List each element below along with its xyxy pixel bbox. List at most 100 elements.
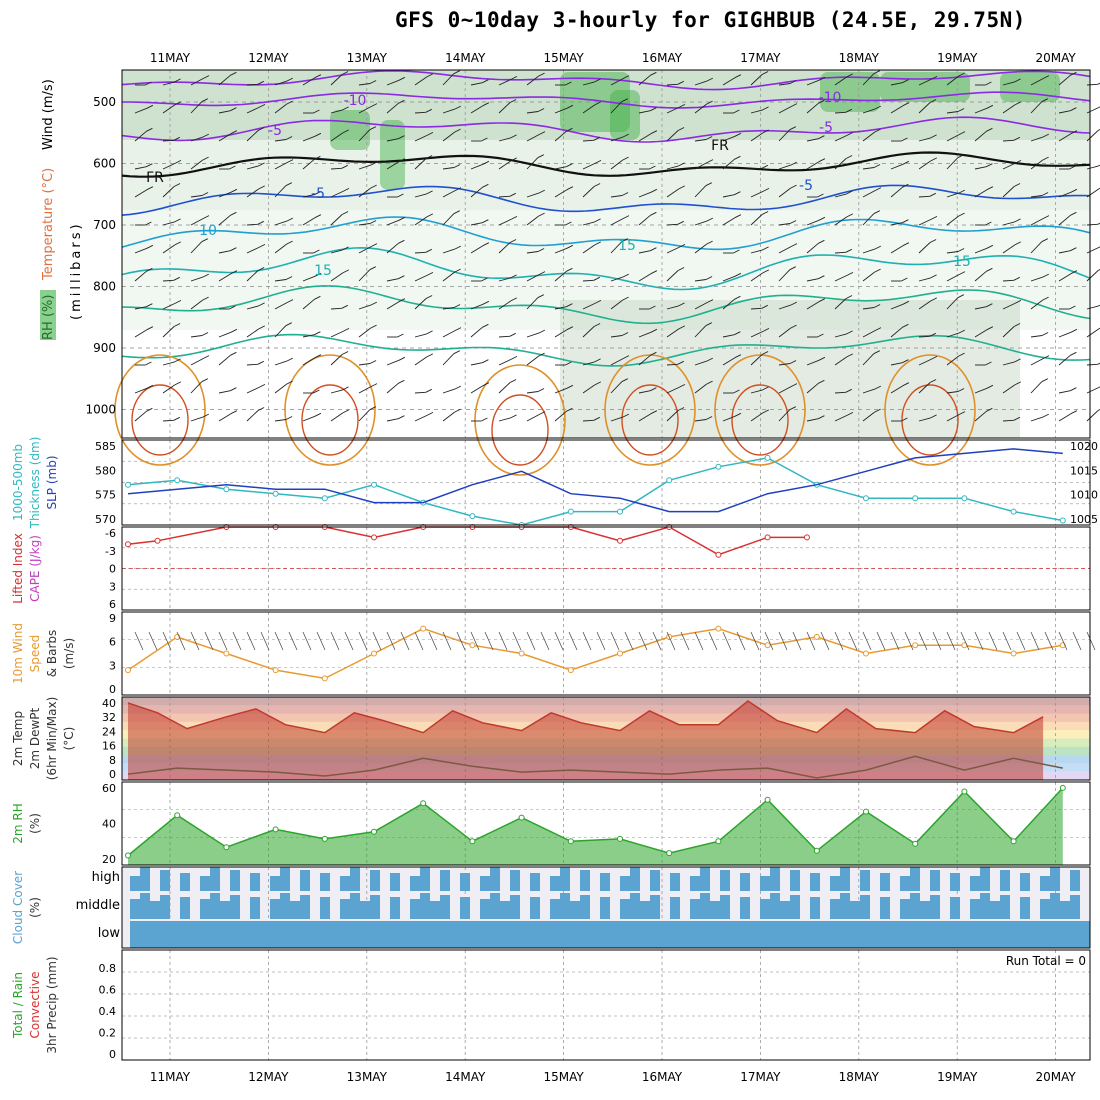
cloud-high-bar xyxy=(980,867,990,891)
wind-barb-flag xyxy=(201,378,209,383)
cloud-high-bar xyxy=(830,876,840,891)
wind-barb-flag xyxy=(734,214,742,219)
wind-barb xyxy=(274,139,287,142)
wind-barb-flag xyxy=(398,158,406,163)
wind-barb-flag xyxy=(537,248,545,252)
wind-barb xyxy=(218,133,232,142)
wind-barb-flag xyxy=(453,304,461,308)
wind-barb-flag xyxy=(482,219,489,224)
wind-barb-flag xyxy=(761,351,769,355)
panel-frame xyxy=(121,866,1091,949)
lifted-index-point xyxy=(715,551,722,558)
wind-barb xyxy=(1002,384,1016,394)
wind-barb-flag xyxy=(425,248,433,253)
wind-barb-flag xyxy=(846,353,854,358)
wind-barb-flag xyxy=(1042,296,1049,301)
wind-barb xyxy=(1058,413,1072,422)
wind-barb-flag xyxy=(453,164,461,168)
wind-barb-flag xyxy=(370,184,377,189)
wind-barb-flag xyxy=(929,99,937,103)
cloud-low-bar xyxy=(1030,921,1040,948)
wind-barb-flag xyxy=(958,72,965,77)
wind-barb xyxy=(582,244,596,254)
lifted-index-point xyxy=(764,534,771,541)
wind-barb xyxy=(694,220,707,226)
wind-barb xyxy=(330,214,343,226)
cloud-low-bar xyxy=(680,921,690,948)
wind-barb xyxy=(694,243,707,254)
cloud-mid-bar xyxy=(1020,897,1030,919)
wind-barb-flag xyxy=(733,109,740,114)
wind-barb-flag xyxy=(285,136,293,140)
panel-frame xyxy=(121,611,1091,696)
wind-barb-flag xyxy=(538,411,546,416)
wind-barb-flag xyxy=(593,136,601,141)
wind-barb-flag xyxy=(426,353,434,358)
wind-barb-flag xyxy=(902,323,909,328)
wind-barb-flag xyxy=(538,271,546,276)
surface-wind-barb xyxy=(176,631,186,651)
wind-barb-flag xyxy=(818,298,826,303)
cloud-level-label: low xyxy=(98,926,121,941)
wind-barb xyxy=(722,194,735,198)
surface-wind-barb xyxy=(1086,631,1096,651)
wind-barb-flag xyxy=(453,70,461,75)
wind-barb xyxy=(554,107,568,114)
cloud-low-bar xyxy=(670,921,680,948)
wind-barb-flag xyxy=(789,360,797,364)
wind-barb xyxy=(554,306,567,310)
wind-barb-flag xyxy=(314,214,322,219)
wind-barb xyxy=(190,159,203,170)
surface-wind-barb xyxy=(162,631,172,651)
panel-label: (°C) xyxy=(62,727,76,751)
wind-barb xyxy=(750,167,762,170)
wind-barb-flag xyxy=(566,104,574,109)
cloud-mid-bar xyxy=(550,899,560,919)
wind-barb xyxy=(498,277,511,282)
wind-barb-flag xyxy=(258,185,266,190)
wind-barb-flag xyxy=(425,155,433,159)
wind-barb-flag xyxy=(1070,387,1077,392)
wind-barb xyxy=(274,185,287,198)
cloud-low-bar xyxy=(330,921,340,948)
cloud-mid-bar xyxy=(780,901,790,919)
surface-wind-barb xyxy=(568,631,578,651)
wind-barb xyxy=(442,411,455,422)
wind-barb xyxy=(302,298,315,310)
panel-label: (6hr Min/Max) xyxy=(45,697,59,781)
wind-barb-flag xyxy=(258,325,266,330)
cloud-low-bar xyxy=(1020,921,1030,948)
wind-barb xyxy=(190,299,203,310)
wind-barb-flag xyxy=(510,75,518,80)
wind-barb-flag xyxy=(314,412,322,417)
panel-label: Speed xyxy=(28,635,42,673)
wind-barb-flag xyxy=(454,385,462,390)
wind-barb xyxy=(890,186,903,198)
wind-barb xyxy=(162,104,176,114)
wind-barb-flag xyxy=(257,360,265,365)
wind-barb-flag xyxy=(986,326,994,331)
cloud-mid-bar xyxy=(200,899,210,919)
wind-barb xyxy=(862,108,875,114)
wind-barb xyxy=(302,217,316,226)
cloud-high-bar xyxy=(670,873,680,891)
wind-barb xyxy=(246,223,258,226)
wind-barb xyxy=(274,162,288,170)
wind-barb xyxy=(1086,130,1099,142)
cloud-mid-bar xyxy=(650,895,660,919)
axis-tick-label: 6 xyxy=(109,636,116,649)
wind-barb xyxy=(526,111,539,114)
wind-barb xyxy=(722,357,736,366)
wind-barb-flag xyxy=(425,388,433,393)
rh-swatch xyxy=(40,290,56,340)
cloud-low-bar xyxy=(860,921,870,948)
wind-barb-flag xyxy=(930,157,938,162)
day-label-top: 16MAY xyxy=(642,51,683,65)
wind-barb xyxy=(246,386,260,394)
wind-barb-flag xyxy=(201,192,209,196)
wind-barb-flag xyxy=(957,108,965,112)
wind-barb xyxy=(974,306,987,310)
axis-tick-label: 0 xyxy=(109,768,116,781)
wind-barb xyxy=(806,242,819,254)
day-label-top: 17MAY xyxy=(740,51,781,65)
